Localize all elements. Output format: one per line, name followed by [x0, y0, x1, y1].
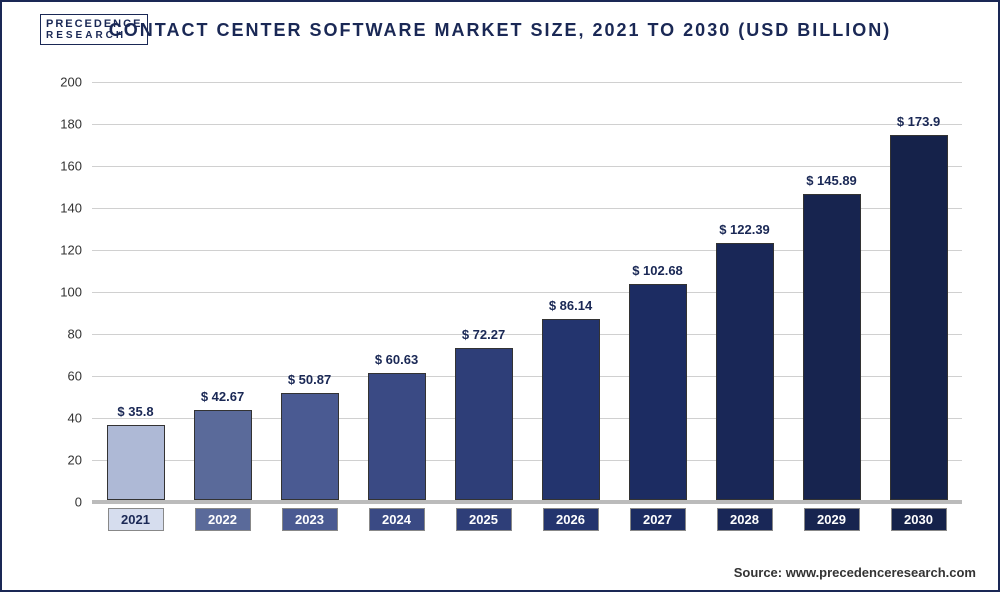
x-label-text: 2030 [891, 508, 947, 531]
x-label: 2028 [701, 508, 788, 531]
bar-slot: $ 173.9 [875, 82, 962, 500]
bar [542, 319, 600, 500]
x-label: 2030 [875, 508, 962, 531]
y-tick-label: 160 [52, 159, 92, 174]
bar-value-label: $ 173.9 [897, 114, 940, 129]
bar [890, 135, 948, 500]
bar [803, 194, 861, 500]
x-label: 2027 [614, 508, 701, 531]
bar-slot: $ 60.63 [353, 82, 440, 500]
bar-slot: $ 86.14 [527, 82, 614, 500]
x-label-text: 2027 [630, 508, 686, 531]
x-label: 2022 [179, 508, 266, 531]
bar-value-label: $ 50.87 [288, 372, 331, 387]
x-label-text: 2023 [282, 508, 338, 531]
x-label-text: 2022 [195, 508, 251, 531]
bar [455, 348, 513, 500]
x-label-text: 2028 [717, 508, 773, 531]
x-label-text: 2026 [543, 508, 599, 531]
bar-slot: $ 145.89 [788, 82, 875, 500]
y-tick-label: 80 [52, 327, 92, 342]
x-label: 2026 [527, 508, 614, 531]
x-label-text: 2021 [108, 508, 164, 531]
bar-value-label: $ 42.67 [201, 389, 244, 404]
bar-value-label: $ 72.27 [462, 327, 505, 342]
bar-value-label: $ 60.63 [375, 352, 418, 367]
x-axis: 2021 2022 2023 2024 2025 2026 2027 2028 2029 2030 [92, 508, 962, 531]
bars-container: $ 35.8 $ 42.67 $ 50.87 $ 60.63 $ 72.27 $ 86.1… [92, 82, 962, 500]
y-tick-label: 200 [52, 75, 92, 90]
x-label: 2021 [92, 508, 179, 531]
bar-slot: $ 72.27 [440, 82, 527, 500]
bar [629, 284, 687, 500]
bar-slot: $ 122.39 [701, 82, 788, 500]
bar-value-label: $ 102.68 [632, 263, 683, 278]
bar-slot: $ 35.8 [92, 82, 179, 500]
x-label: 2023 [266, 508, 353, 531]
y-tick-label: 40 [52, 411, 92, 426]
bar [194, 410, 252, 500]
y-tick-label: 100 [52, 285, 92, 300]
bar [368, 373, 426, 500]
x-label: 2024 [353, 508, 440, 531]
y-tick-label: 180 [52, 117, 92, 132]
bar-value-label: $ 122.39 [719, 222, 770, 237]
bar-value-label: $ 145.89 [806, 173, 857, 188]
source-text: Source: www.precedenceresearch.com [734, 565, 976, 580]
bar-value-label: $ 35.8 [117, 404, 153, 419]
x-label: 2029 [788, 508, 875, 531]
bar [107, 425, 165, 500]
bar [716, 243, 774, 500]
bar-slot: $ 50.87 [266, 82, 353, 500]
x-label-text: 2024 [369, 508, 425, 531]
baseline [92, 500, 962, 504]
x-label-text: 2025 [456, 508, 512, 531]
chart-title: CONTACT CENTER SOFTWARE MARKET SIZE, 202… [2, 20, 998, 41]
bar [281, 393, 339, 500]
y-tick-label: 120 [52, 243, 92, 258]
y-tick-label: 60 [52, 369, 92, 384]
plot-area: 020406080100120140160180200 $ 35.8$ 42.6… [92, 82, 962, 502]
y-tick-label: 140 [52, 201, 92, 216]
y-tick-label: 0 [52, 495, 92, 510]
bar-value-label: $ 86.14 [549, 298, 592, 313]
x-label-text: 2029 [804, 508, 860, 531]
x-label: 2025 [440, 508, 527, 531]
bar-slot: $ 42.67 [179, 82, 266, 500]
bar-slot: $ 102.68 [614, 82, 701, 500]
y-tick-label: 20 [52, 453, 92, 468]
